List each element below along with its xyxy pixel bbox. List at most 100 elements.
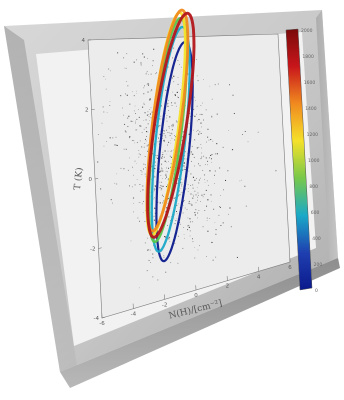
scatter-point: [192, 184, 193, 185]
scatter-point: [166, 186, 167, 187]
scatter-point: [165, 150, 166, 151]
scatter-point: [134, 143, 135, 144]
scatter-point: [184, 238, 185, 239]
scatter-point: [133, 197, 134, 198]
scatter-point: [147, 145, 148, 146]
scatter-point: [153, 199, 154, 200]
scatter-point: [160, 185, 161, 186]
scatter-point: [145, 167, 146, 168]
scatter-point: [163, 140, 164, 141]
scatter-point: [201, 126, 202, 127]
scatter-point: [182, 182, 183, 183]
colorbar-tick-label: 200: [314, 262, 323, 268]
scatter-point: [189, 123, 190, 124]
scatter-point: [214, 175, 215, 176]
scatter-point: [241, 180, 242, 181]
scatter-point: [174, 140, 175, 141]
scatter-point: [162, 178, 163, 179]
scatter-point: [147, 58, 148, 59]
scatter-point: [185, 208, 186, 209]
scatter-point: [176, 211, 177, 212]
scatter-point: [143, 212, 144, 213]
scatter-point: [188, 171, 189, 172]
scatter-point: [214, 183, 215, 184]
scatter-point: [162, 202, 163, 203]
scatter-point: [145, 164, 146, 165]
scatter-point: [136, 60, 137, 61]
scatter-point: [234, 113, 235, 114]
scatter-point: [196, 202, 197, 203]
scatter-point: [199, 180, 200, 181]
scatter-point: [195, 209, 196, 210]
colorbar-tick-label: 800: [309, 184, 318, 190]
scatter-point: [194, 247, 195, 248]
scatter-point: [132, 167, 133, 168]
scatter-point: [196, 131, 197, 132]
scatter-point: [165, 174, 166, 175]
scatter-point: [171, 102, 172, 103]
scatter-point: [144, 104, 145, 105]
scatter-point: [168, 151, 169, 152]
scatter-point: [100, 188, 101, 189]
scatter-point: [195, 214, 196, 215]
scatter-point: [136, 91, 137, 92]
scatter-point: [168, 110, 169, 111]
scatter-point: [142, 132, 143, 133]
scatter-point: [183, 165, 184, 166]
scatter-point: [162, 154, 163, 155]
scatter-point: [167, 171, 168, 172]
scatter-point: [103, 76, 104, 77]
scatter-point: [172, 105, 173, 106]
scatter-point: [163, 152, 164, 153]
scatter-point: [197, 130, 198, 131]
scatter-point: [147, 238, 148, 239]
scatter-point: [103, 112, 104, 113]
scatter-point: [172, 78, 173, 79]
scatter-point: [137, 130, 138, 131]
scatter-point: [164, 133, 165, 134]
scatter-point: [167, 203, 168, 204]
scatter-point: [217, 114, 218, 115]
scatter-point: [116, 184, 117, 185]
scatter-point: [198, 163, 199, 164]
scatter-point: [114, 144, 115, 145]
scatter-point: [162, 156, 163, 157]
scatter-point: [209, 157, 210, 158]
scatter-point: [197, 193, 198, 194]
scatter-point: [154, 197, 155, 198]
scatter-point: [106, 89, 107, 90]
scatter-point: [144, 147, 145, 148]
scatter-point: [176, 121, 177, 122]
scatter-point: [174, 198, 175, 199]
scatter-point: [183, 227, 184, 228]
scatter-point: [151, 117, 152, 118]
scatter-point: [190, 193, 191, 194]
scatter-point: [139, 221, 140, 222]
scatter-point: [142, 186, 143, 187]
scatter-point: [165, 178, 166, 179]
scatter-point: [173, 125, 174, 126]
scatter-point: [161, 168, 162, 169]
scatter-point: [145, 221, 146, 222]
scatter-point: [131, 241, 132, 242]
scatter-point: [194, 157, 195, 158]
scatter-point: [164, 140, 165, 141]
scatter-point: [158, 142, 159, 143]
scatter-point: [167, 121, 168, 122]
scatter-point: [164, 236, 165, 237]
scatter-point: [190, 116, 191, 117]
scatter-point: [201, 153, 202, 154]
scatter-point: [170, 133, 171, 134]
scatter-point: [203, 226, 204, 227]
scatter-point: [148, 83, 149, 84]
scatter-point: [130, 136, 131, 137]
scatter-point: [173, 48, 174, 49]
scatter-point: [143, 120, 144, 121]
scatter-point: [123, 115, 124, 116]
scatter-point: [132, 186, 133, 187]
scatter-point: [166, 175, 167, 176]
scatter-point: [211, 242, 212, 243]
scatter-point: [193, 194, 194, 195]
scatter-point: [110, 137, 111, 138]
